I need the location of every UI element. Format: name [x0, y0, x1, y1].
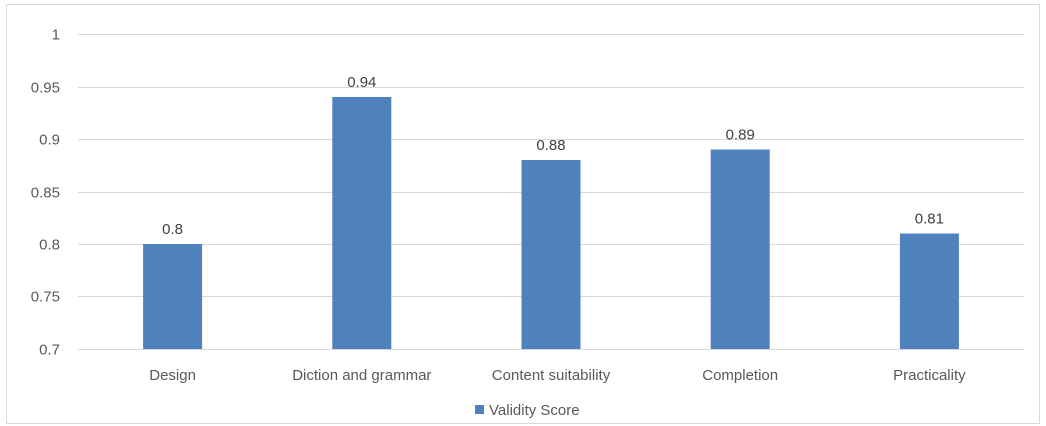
x-category-label: Content suitability: [492, 367, 611, 384]
y-tick-label: 0.8: [39, 237, 60, 254]
y-tick-label: 0.95: [31, 80, 60, 97]
bars: [143, 97, 959, 349]
y-tick-label: 0.85: [31, 185, 60, 202]
legend: Validity Score: [475, 402, 580, 419]
y-tick-label: 0.9: [39, 132, 60, 149]
legend-label-validity-score: Validity Score: [489, 402, 580, 419]
data-label: 0.81: [915, 211, 944, 228]
data-label: 0.94: [347, 74, 376, 91]
x-category-label: Completion: [702, 367, 778, 384]
x-category-label: Diction and grammar: [292, 367, 431, 384]
bar-content-suitability: [521, 160, 581, 349]
data-label: 0.8: [162, 221, 183, 238]
bar-completion: [710, 149, 770, 349]
data-labels: 0.8 0.94 0.88 0.89 0.81: [162, 74, 944, 238]
bar-diction-and-grammar: [332, 97, 392, 349]
y-tick-label: 1: [52, 27, 60, 44]
bar-design: [143, 244, 203, 349]
legend-swatch-validity-score: [475, 405, 484, 414]
x-axis-categories: Design Diction and grammar Content suitabi…: [149, 367, 966, 384]
x-category-label: Practicality: [893, 367, 966, 384]
bar-practicality: [899, 233, 959, 349]
data-label: 0.89: [726, 127, 755, 144]
y-axis-ticks: 0.7 0.75 0.8 0.85 0.9 0.95 1: [31, 27, 60, 359]
data-label: 0.88: [536, 137, 565, 154]
y-tick-label: 0.7: [39, 342, 60, 359]
gridlines: [78, 34, 1024, 350]
x-category-label: Design: [149, 367, 196, 384]
y-tick-label: 0.75: [31, 289, 60, 306]
